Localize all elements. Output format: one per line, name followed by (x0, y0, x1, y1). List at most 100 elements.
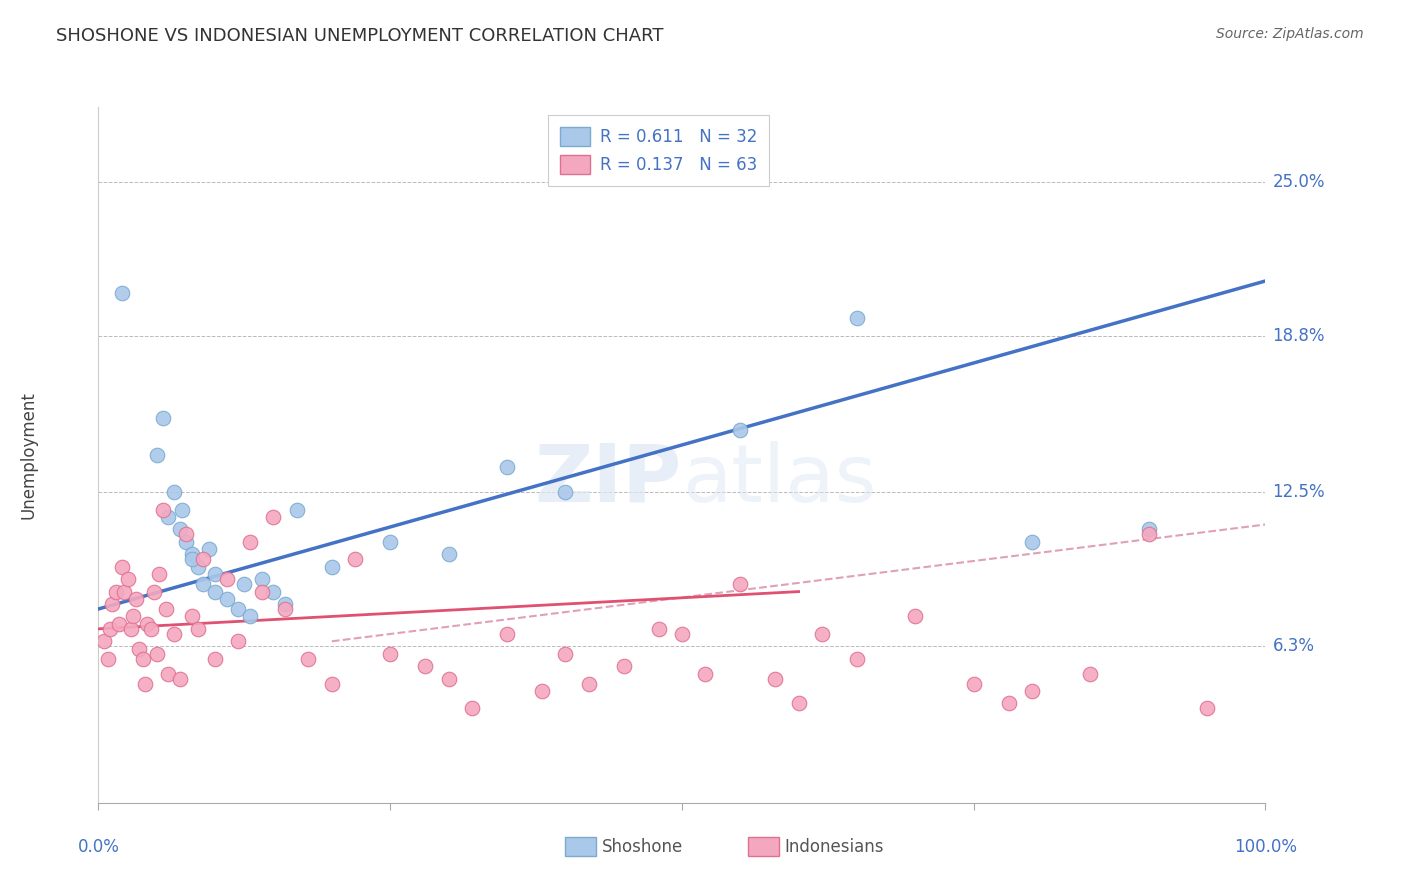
Point (554, 485, 576, 500)
Point (495, 460, 517, 475)
Point (1195, 701, 1218, 715)
Point (321, 559, 343, 574)
Point (157, 666, 180, 681)
Point (845, 311, 868, 326)
Text: 12.5%: 12.5% (1272, 483, 1324, 501)
Point (730, 423, 752, 437)
Point (1021, 535, 1043, 549)
Point (136, 616, 159, 631)
Point (174, 535, 197, 549)
Point (554, 647, 576, 661)
Point (321, 676, 343, 690)
Point (125, 592, 148, 607)
Point (93, 634, 115, 648)
Point (169, 523, 191, 537)
Point (148, 567, 170, 582)
Point (112, 584, 135, 599)
Point (98, 622, 121, 636)
Point (204, 584, 226, 599)
Point (204, 567, 226, 582)
Point (97, 651, 120, 665)
Point (437, 547, 460, 561)
Text: 25.0%: 25.0% (1272, 172, 1324, 191)
Point (152, 410, 174, 425)
Text: ZIP: ZIP (534, 441, 682, 519)
Point (180, 609, 202, 624)
Point (139, 622, 162, 636)
Point (811, 627, 834, 641)
Point (730, 577, 752, 591)
Text: Indonesians: Indonesians (785, 838, 884, 855)
Point (437, 672, 460, 686)
Point (274, 597, 297, 611)
Text: atlas: atlas (682, 441, 876, 519)
Point (997, 697, 1019, 711)
Point (193, 552, 215, 566)
Point (174, 527, 197, 541)
Point (163, 627, 186, 641)
Point (108, 616, 131, 631)
Point (180, 547, 202, 561)
Text: 18.8%: 18.8% (1272, 326, 1324, 344)
Point (274, 602, 297, 616)
Point (228, 634, 250, 648)
Point (578, 676, 600, 690)
Point (204, 651, 226, 665)
Point (647, 622, 669, 636)
Point (215, 572, 238, 586)
Point (172, 502, 194, 516)
Point (152, 502, 174, 516)
Point (763, 672, 786, 686)
Point (344, 552, 367, 566)
Text: 100.0%: 100.0% (1234, 838, 1296, 856)
Point (787, 697, 810, 711)
Text: Source: ZipAtlas.com: Source: ZipAtlas.com (1216, 27, 1364, 41)
Point (215, 592, 238, 607)
Point (262, 510, 284, 524)
Point (104, 584, 127, 599)
Point (378, 647, 402, 661)
Point (297, 651, 319, 665)
Point (413, 659, 436, 673)
Point (262, 584, 284, 599)
Point (198, 542, 221, 557)
Point (128, 641, 150, 656)
Point (1021, 684, 1043, 698)
Point (1137, 527, 1160, 541)
Point (111, 559, 134, 574)
Point (169, 672, 191, 686)
Text: Unemployment: Unemployment (20, 391, 37, 519)
Text: Shoshone: Shoshone (602, 838, 683, 855)
Point (612, 659, 634, 673)
Point (187, 559, 209, 574)
Point (146, 647, 169, 661)
Point (845, 651, 868, 665)
Text: 6.3%: 6.3% (1272, 637, 1315, 656)
Point (163, 485, 186, 500)
Point (122, 609, 145, 624)
Point (239, 609, 262, 624)
Point (157, 510, 180, 524)
Point (1080, 666, 1102, 681)
Point (132, 651, 155, 665)
Point (285, 502, 308, 516)
Text: 0.0%: 0.0% (77, 838, 120, 856)
Point (180, 552, 202, 566)
Point (101, 597, 124, 611)
Point (962, 676, 984, 690)
Point (239, 535, 262, 549)
Point (155, 602, 177, 616)
Point (904, 609, 927, 624)
Point (530, 684, 553, 698)
Point (495, 627, 517, 641)
Point (187, 622, 209, 636)
Point (378, 535, 402, 549)
Point (193, 577, 215, 591)
Text: SHOSHONE VS INDONESIAN UNEMPLOYMENT CORRELATION CHART: SHOSHONE VS INDONESIAN UNEMPLOYMENT CORR… (56, 27, 664, 45)
Point (143, 584, 166, 599)
Point (671, 627, 693, 641)
Point (233, 577, 256, 591)
Point (134, 676, 156, 690)
Legend: R = 0.611   N = 32, R = 0.137   N = 63: R = 0.611 N = 32, R = 0.137 N = 63 (548, 115, 769, 186)
Point (250, 572, 273, 586)
